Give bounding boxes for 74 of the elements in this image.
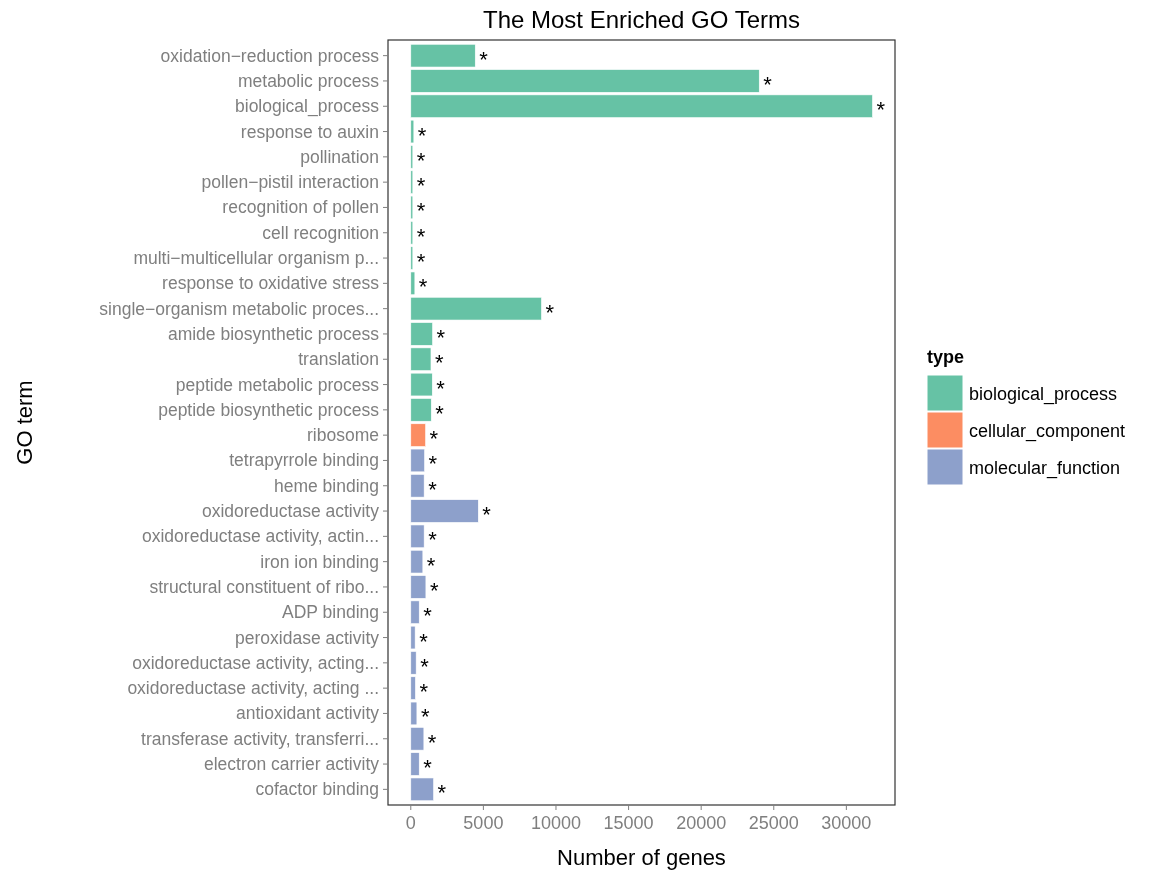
data-label: * <box>419 679 429 705</box>
data-label: * <box>545 299 555 325</box>
legend-label: molecular_function <box>969 458 1121 479</box>
data-label: * <box>427 729 437 755</box>
y-tick-label: electron carrier activity <box>203 754 380 775</box>
data-label: * <box>428 451 438 477</box>
data-label: * <box>479 46 489 72</box>
text: * <box>437 780 447 806</box>
legend-label: cellular_component <box>969 421 1126 442</box>
y-tick-label: heme binding <box>273 475 379 496</box>
y-tick-label: single−organism metabolic proces... <box>99 298 379 319</box>
data-label: * <box>429 426 439 452</box>
data-label: * <box>416 223 426 249</box>
x-tick-label: 10000 <box>530 813 582 833</box>
data-label: * <box>416 198 426 224</box>
y-tick-label: response to auxin <box>240 121 379 142</box>
legend-label: biological_process <box>969 384 1118 405</box>
data-label: * <box>428 527 438 553</box>
y-tick-label: translation <box>298 349 379 370</box>
y-tick-label: recognition of pollen <box>222 197 379 218</box>
y-tick-label: pollen−pistil interaction <box>201 172 379 193</box>
y-tick-label: oxidation−reduction process <box>160 45 380 66</box>
y-tick-label: peptide biosynthetic process <box>158 399 380 420</box>
data-label: * <box>428 476 438 502</box>
y-tick-label: amide biosynthetic process <box>167 323 380 344</box>
y-tick-label: peptide metabolic process <box>175 374 380 395</box>
text: * <box>482 502 491 528</box>
y-tick-label: ribosome <box>307 425 379 446</box>
data-label: * <box>876 97 886 123</box>
x-tick-label: 25000 <box>748 813 799 833</box>
data-label: * <box>417 122 427 148</box>
data-label: * <box>763 71 773 97</box>
data-label: * <box>434 350 444 376</box>
x-axis-title: Number of genes <box>557 845 726 870</box>
chart-title: The Most Enriched GO Terms <box>483 6 800 33</box>
y-tick-label: multi−multicellular organism p... <box>133 248 379 269</box>
x-tick-label: 15000 <box>603 813 654 833</box>
y-tick-label: iron ion binding <box>260 551 379 572</box>
y-tick-label: pollination <box>300 146 379 167</box>
y-tick-label: response to oxidative stress <box>162 273 380 294</box>
y-tick-label: oxidoreductase activity, acting... <box>132 652 379 673</box>
y-tick-label: oxidoreductase activity, actin... <box>141 526 379 547</box>
y-tick-label: oxidoreductase activity <box>201 501 380 522</box>
y-tick-label: peroxidase activity <box>235 627 380 648</box>
y-tick-label: oxidoreductase activity, acting ... <box>127 678 379 699</box>
y-tick-label: transferase activity, transferri... <box>141 728 379 749</box>
data-label: * <box>416 147 426 173</box>
legend-title: type <box>927 347 965 367</box>
y-tick-label: structural constituent of ribo... <box>149 576 379 597</box>
x-tick-label: 5000 <box>463 813 504 833</box>
data-label: * <box>418 274 428 300</box>
data-label: * <box>436 375 446 401</box>
data-label: * <box>435 400 445 426</box>
data-label: * <box>416 173 426 199</box>
y-tick-label: antioxidant activity <box>236 703 380 724</box>
text: * <box>429 577 439 603</box>
y-tick-label: cell recognition <box>262 222 379 243</box>
x-tick-label: 30000 <box>821 813 872 833</box>
data-label: * <box>423 603 433 629</box>
y-tick-label: biological_process <box>235 96 380 118</box>
y-tick-label: tetrapyrrole binding <box>229 450 379 471</box>
data-label: * <box>416 249 426 275</box>
data-label: * <box>436 324 446 350</box>
data-label: * <box>419 628 429 654</box>
data-label: * <box>420 704 430 730</box>
data-label: * <box>420 653 430 679</box>
y-tick-label: cofactor binding <box>255 779 379 800</box>
y-tick-label: ADP binding <box>282 602 379 623</box>
y-axis-title: GO term <box>12 380 37 465</box>
x-tick-label: 20000 <box>676 813 727 833</box>
data-label: * <box>426 552 436 578</box>
x-tick-label: 0 <box>405 813 416 833</box>
y-tick-label: metabolic process <box>237 70 380 91</box>
data-label: * <box>423 755 433 781</box>
